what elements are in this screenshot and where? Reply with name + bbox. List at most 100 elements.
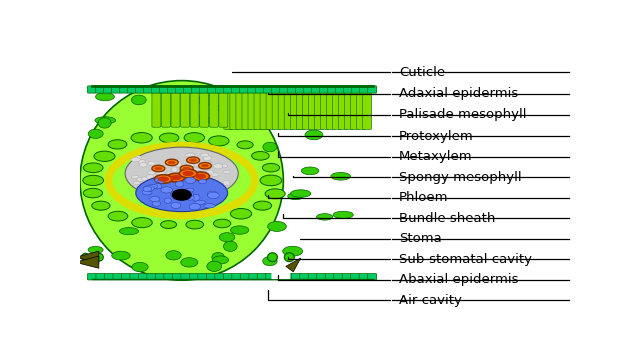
Ellipse shape bbox=[166, 251, 181, 260]
Ellipse shape bbox=[201, 153, 209, 157]
FancyBboxPatch shape bbox=[156, 274, 164, 280]
FancyBboxPatch shape bbox=[88, 86, 97, 93]
FancyBboxPatch shape bbox=[200, 86, 209, 93]
Ellipse shape bbox=[181, 166, 190, 172]
Ellipse shape bbox=[180, 165, 193, 172]
FancyBboxPatch shape bbox=[254, 92, 263, 129]
FancyBboxPatch shape bbox=[207, 86, 216, 93]
FancyBboxPatch shape bbox=[339, 92, 348, 129]
Ellipse shape bbox=[286, 101, 302, 109]
Ellipse shape bbox=[223, 180, 230, 185]
FancyBboxPatch shape bbox=[317, 274, 326, 280]
FancyBboxPatch shape bbox=[296, 92, 305, 129]
Ellipse shape bbox=[147, 175, 154, 180]
FancyBboxPatch shape bbox=[172, 274, 181, 280]
FancyBboxPatch shape bbox=[180, 93, 189, 127]
Ellipse shape bbox=[152, 165, 165, 172]
FancyBboxPatch shape bbox=[96, 274, 105, 280]
Ellipse shape bbox=[194, 163, 202, 166]
Ellipse shape bbox=[157, 176, 169, 182]
Ellipse shape bbox=[174, 162, 182, 167]
Ellipse shape bbox=[204, 204, 215, 208]
FancyBboxPatch shape bbox=[303, 86, 312, 93]
Ellipse shape bbox=[94, 151, 115, 161]
FancyBboxPatch shape bbox=[159, 86, 168, 93]
Ellipse shape bbox=[168, 161, 176, 164]
FancyBboxPatch shape bbox=[161, 93, 170, 127]
Ellipse shape bbox=[173, 177, 181, 181]
FancyBboxPatch shape bbox=[175, 86, 184, 93]
Ellipse shape bbox=[83, 175, 104, 185]
FancyBboxPatch shape bbox=[333, 274, 342, 280]
Ellipse shape bbox=[212, 256, 228, 264]
FancyBboxPatch shape bbox=[264, 86, 273, 93]
FancyBboxPatch shape bbox=[215, 274, 224, 280]
Ellipse shape bbox=[185, 177, 196, 184]
Text: Cuticle: Cuticle bbox=[399, 66, 445, 79]
Ellipse shape bbox=[210, 173, 219, 176]
FancyBboxPatch shape bbox=[351, 274, 360, 280]
Ellipse shape bbox=[134, 181, 140, 185]
Ellipse shape bbox=[83, 188, 102, 198]
Ellipse shape bbox=[186, 195, 194, 200]
Ellipse shape bbox=[154, 184, 162, 189]
Ellipse shape bbox=[209, 136, 229, 146]
Ellipse shape bbox=[182, 171, 194, 176]
FancyBboxPatch shape bbox=[300, 274, 308, 280]
FancyBboxPatch shape bbox=[223, 86, 232, 93]
Ellipse shape bbox=[155, 177, 164, 183]
Ellipse shape bbox=[191, 171, 198, 174]
Ellipse shape bbox=[208, 190, 214, 194]
Ellipse shape bbox=[167, 174, 185, 182]
Ellipse shape bbox=[223, 170, 230, 174]
Ellipse shape bbox=[283, 246, 303, 256]
FancyBboxPatch shape bbox=[260, 92, 269, 129]
Ellipse shape bbox=[152, 201, 161, 206]
FancyBboxPatch shape bbox=[367, 274, 376, 280]
FancyBboxPatch shape bbox=[328, 86, 337, 93]
Ellipse shape bbox=[263, 256, 277, 266]
FancyBboxPatch shape bbox=[284, 92, 293, 129]
FancyBboxPatch shape bbox=[95, 86, 104, 93]
Ellipse shape bbox=[131, 95, 146, 105]
FancyBboxPatch shape bbox=[314, 92, 323, 129]
Polygon shape bbox=[286, 258, 301, 272]
Text: Bundle sheath: Bundle sheath bbox=[399, 212, 495, 225]
Ellipse shape bbox=[159, 133, 179, 143]
FancyBboxPatch shape bbox=[138, 274, 147, 280]
FancyBboxPatch shape bbox=[326, 92, 335, 129]
Ellipse shape bbox=[230, 208, 252, 219]
Text: Palisade mesophyll: Palisade mesophyll bbox=[399, 108, 527, 121]
FancyBboxPatch shape bbox=[248, 86, 257, 93]
FancyBboxPatch shape bbox=[200, 93, 209, 127]
FancyBboxPatch shape bbox=[219, 93, 228, 127]
FancyBboxPatch shape bbox=[271, 86, 280, 93]
FancyBboxPatch shape bbox=[190, 93, 199, 127]
Ellipse shape bbox=[197, 175, 204, 179]
Ellipse shape bbox=[207, 162, 212, 167]
Ellipse shape bbox=[284, 253, 294, 262]
Ellipse shape bbox=[301, 167, 319, 175]
FancyBboxPatch shape bbox=[242, 92, 251, 129]
Ellipse shape bbox=[333, 211, 353, 219]
Ellipse shape bbox=[214, 163, 223, 169]
Ellipse shape bbox=[125, 147, 238, 200]
FancyBboxPatch shape bbox=[351, 92, 360, 129]
Ellipse shape bbox=[182, 167, 191, 170]
Ellipse shape bbox=[154, 175, 172, 183]
FancyBboxPatch shape bbox=[325, 274, 334, 280]
Text: Stoma: Stoma bbox=[399, 233, 442, 246]
Ellipse shape bbox=[112, 251, 130, 260]
Ellipse shape bbox=[138, 186, 143, 190]
FancyBboxPatch shape bbox=[296, 86, 305, 93]
Ellipse shape bbox=[195, 174, 206, 179]
FancyBboxPatch shape bbox=[198, 274, 207, 280]
Ellipse shape bbox=[95, 117, 116, 124]
Ellipse shape bbox=[120, 228, 138, 235]
FancyBboxPatch shape bbox=[291, 274, 300, 280]
Ellipse shape bbox=[185, 153, 195, 157]
Ellipse shape bbox=[305, 130, 323, 140]
FancyBboxPatch shape bbox=[255, 86, 264, 93]
FancyBboxPatch shape bbox=[104, 274, 113, 280]
FancyBboxPatch shape bbox=[111, 86, 120, 93]
